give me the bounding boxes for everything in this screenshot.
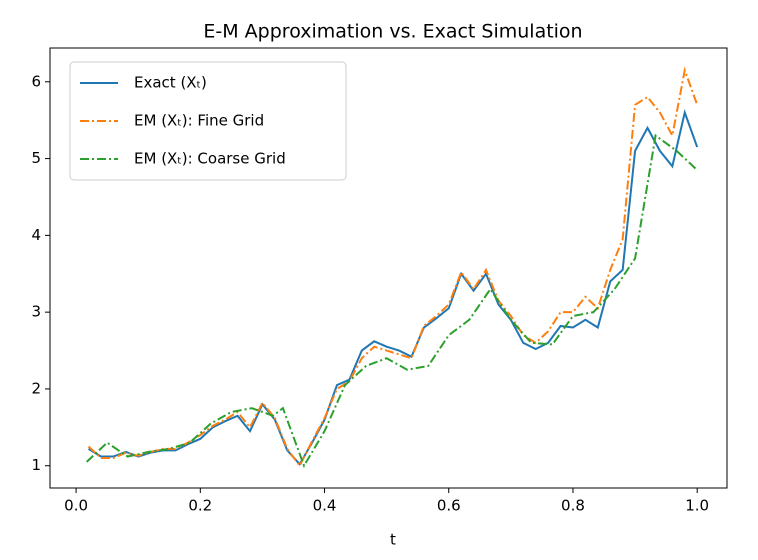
series-line xyxy=(87,66,699,468)
legend: Exact (Xₜ) EM (Xₜ): Fine Grid EM (Xₜ): Coa… xyxy=(69,61,347,181)
legend-box xyxy=(69,61,347,181)
series-line xyxy=(87,108,699,466)
x-axis-label: t xyxy=(390,531,396,549)
legend-label: EM (Xₜ): Fine Grid xyxy=(134,112,264,130)
y-tick-label: 6 xyxy=(31,72,41,90)
chart-title: E-M Approximation vs. Exact Simulation xyxy=(203,21,582,43)
series-line xyxy=(85,133,698,469)
legend-label: EM (Xₜ): Coarse Grid xyxy=(134,150,286,168)
x-tick-label: 0.0 xyxy=(64,497,88,515)
y-tick-label: 1 xyxy=(31,456,41,474)
legend-label: Exact (Xₜ) xyxy=(134,74,207,92)
y-tick-label: 3 xyxy=(31,303,41,321)
y-tick-label: 5 xyxy=(31,149,41,167)
x-tick-label: 0.8 xyxy=(561,497,585,515)
x-tick-label: 1.0 xyxy=(685,497,709,515)
plot-frame xyxy=(49,47,728,489)
y-tick-label: 2 xyxy=(31,379,41,397)
y-tick-label: 4 xyxy=(31,226,41,244)
x-tick-label: 0.6 xyxy=(437,497,461,515)
x-tick-label: 0.2 xyxy=(188,497,212,515)
x-tick-label: 0.4 xyxy=(313,497,337,515)
